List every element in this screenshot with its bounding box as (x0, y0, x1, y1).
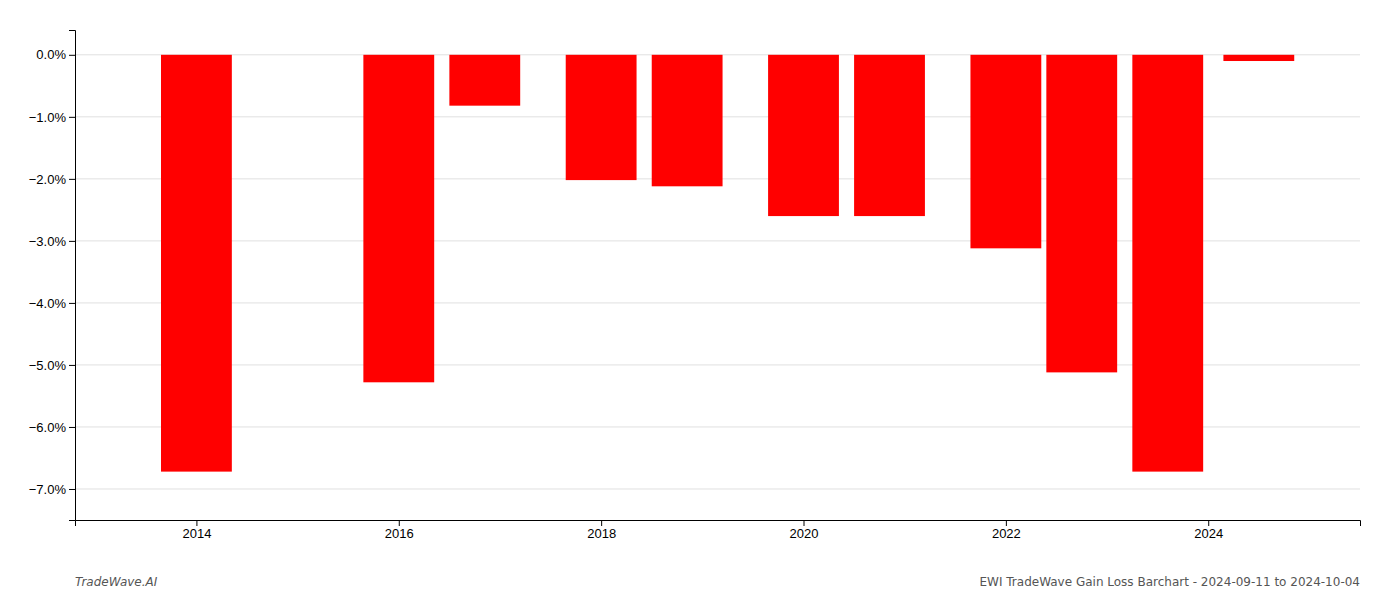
chart: 2014 2016 2018 2020 2022 2024 0.0% −1.0% −2.0% −3… (0, 0, 1400, 600)
bar (768, 55, 839, 216)
y-tick-mark (69, 303, 75, 304)
x-tick: 2014 (182, 520, 211, 541)
annotation: TradeWave.AI (75, 575, 158, 589)
y-tick-label: −2.0% (29, 172, 67, 187)
y-tick: −1.0% (29, 109, 75, 124)
x-tick-label: 2018 (587, 526, 616, 541)
y-tick-label: −3.0% (29, 234, 67, 249)
x-axis: 2014 2016 2018 2020 2022 2024 (76, 520, 1361, 541)
x-tick: 2016 (385, 520, 414, 541)
y-tick-mark (69, 489, 75, 490)
bar (1223, 55, 1294, 61)
bar (161, 55, 232, 472)
y-tick-mark (69, 241, 75, 242)
y-tick: −6.0% (29, 420, 75, 435)
y-tick-label: −1.0% (29, 109, 67, 124)
x-axis-line (76, 521, 1361, 527)
bar (970, 55, 1041, 249)
y-tick-label: −6.0% (29, 420, 67, 435)
y-tick: 0.0% (36, 47, 75, 62)
y-tick-mark (69, 55, 75, 56)
bar (652, 55, 723, 186)
bar (449, 55, 520, 106)
x-tick-mark (804, 520, 805, 526)
x-tick-label: 2024 (1194, 526, 1223, 541)
x-tick-label: 2022 (992, 526, 1021, 541)
bar (1132, 55, 1203, 472)
bars (161, 55, 1294, 472)
y-tick-mark (69, 117, 75, 118)
x-tick: 2018 (587, 520, 616, 541)
x-tick: 2020 (790, 520, 819, 541)
y-tick-label: 0.0% (36, 47, 66, 62)
y-tick: −3.0% (29, 234, 75, 249)
y-tick: −5.0% (29, 358, 75, 373)
x-tick-label: 2014 (182, 526, 211, 541)
x-tick-mark (1006, 520, 1007, 526)
annotations: TradeWave.AI EWI TradeWave Gain Loss Barc… (75, 575, 1360, 589)
y-tick: −4.0% (29, 296, 75, 311)
bar (854, 55, 925, 216)
y-tick-label: −4.0% (29, 296, 67, 311)
x-tick-label: 2020 (790, 526, 819, 541)
bar (566, 55, 637, 180)
y-tick-mark (69, 365, 75, 366)
y-axis-line (69, 31, 76, 521)
annotation: EWI TradeWave Gain Loss Barchart - 2024-… (979, 575, 1360, 589)
y-tick-mark (69, 427, 75, 428)
x-tick-label: 2016 (385, 526, 414, 541)
y-tick: −7.0% (29, 482, 75, 497)
grid (75, 55, 1360, 489)
y-tick-mark (69, 179, 75, 180)
grid-line (75, 488, 1360, 489)
y-tick-label: −5.0% (29, 358, 67, 373)
x-tick-mark (1208, 520, 1209, 526)
x-tick: 2022 (992, 520, 1021, 541)
plot: 2014 2016 2018 2020 2022 2024 0.0% −1.0% −2.0% −3… (29, 31, 1361, 542)
x-tick-mark (601, 520, 602, 526)
y-tick: −2.0% (29, 172, 75, 187)
y-axis: 0.0% −1.0% −2.0% −3.0% −4.0% −5.0% −6.0% −7.0% (29, 31, 76, 521)
x-tick-mark (196, 520, 197, 526)
bar (363, 55, 434, 382)
x-tick: 2024 (1194, 520, 1223, 541)
y-tick-label: −7.0% (29, 482, 67, 497)
bar (1046, 55, 1117, 373)
x-tick-mark (399, 520, 400, 526)
